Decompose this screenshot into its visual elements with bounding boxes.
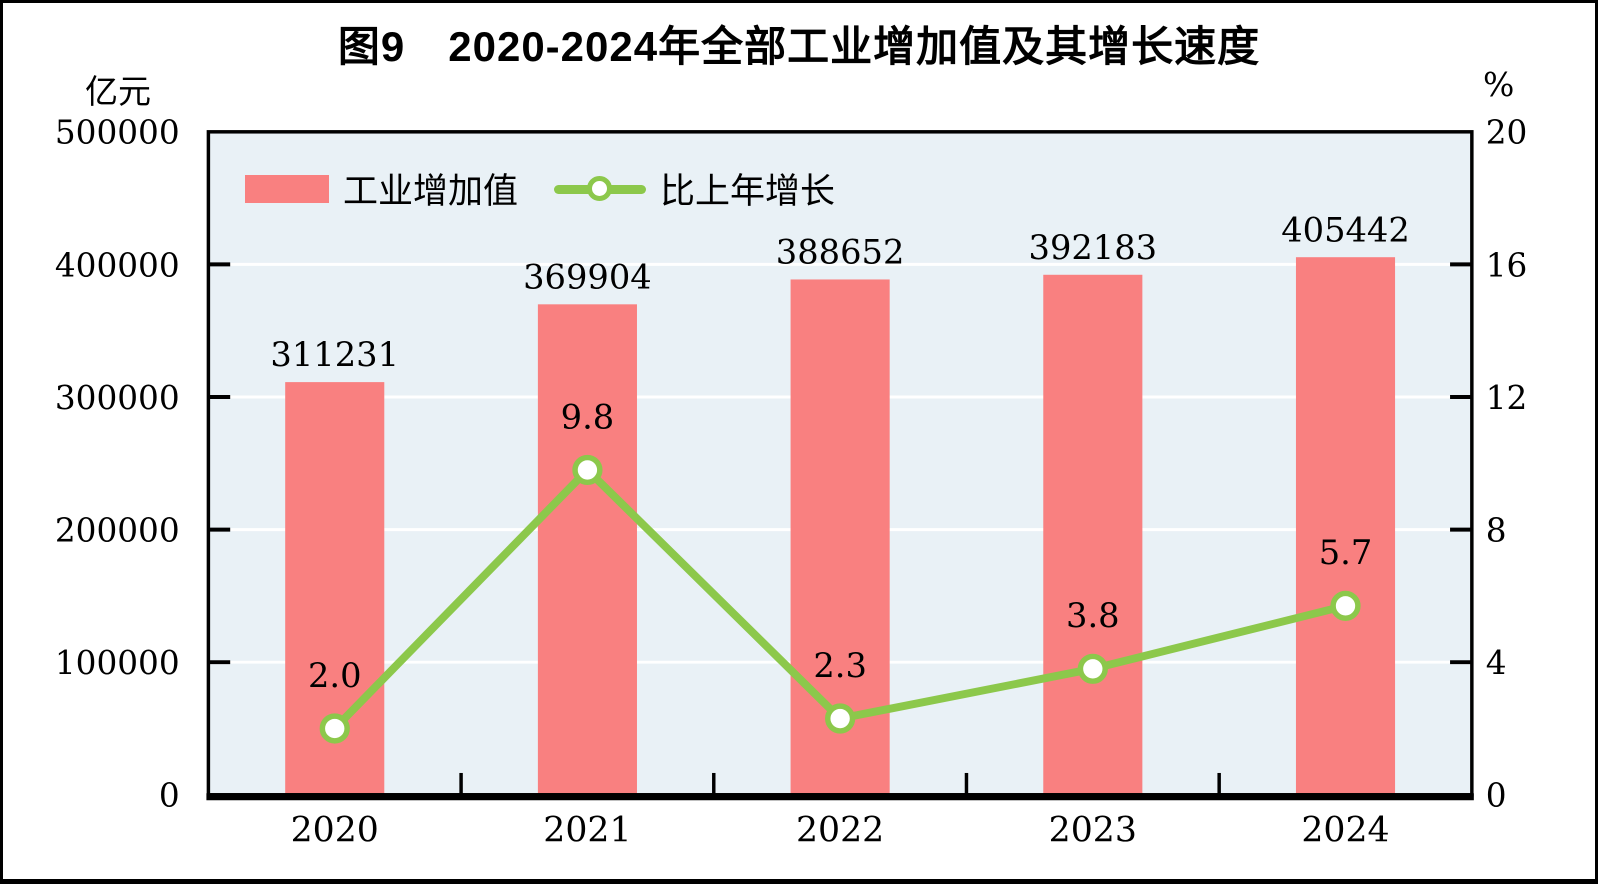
growth-value-label: 2.0: [308, 656, 362, 695]
legend-line-marker-icon: [587, 175, 613, 201]
bar-value-label: 405442: [1281, 210, 1410, 249]
right-axis-tick-label: 20: [1486, 114, 1528, 152]
left-axis-tick-label: 500000: [55, 114, 180, 152]
x-axis-label: 2024: [1301, 810, 1389, 850]
bar-value-label: 392183: [1029, 228, 1158, 267]
growth-value-label: 5.7: [1319, 533, 1373, 572]
bar-2024: [1295, 257, 1396, 795]
bar-value-label: 311231: [270, 335, 399, 374]
right-axis-tick-label: 16: [1486, 246, 1528, 284]
legend-bar-label: 工业增加值: [343, 172, 519, 212]
left-axis-tick-label: 0: [159, 777, 180, 815]
left-axis-tick-label: 400000: [55, 246, 180, 284]
right-axis-tick-label: 8: [1486, 511, 1507, 549]
bar-2023: [1043, 274, 1143, 795]
growth-value-label: 3.8: [1066, 596, 1120, 635]
x-axis-label: 2020: [291, 810, 379, 850]
growth-marker-2020: [319, 713, 350, 744]
bar-value-label: 388652: [776, 233, 905, 272]
growth-marker-2024: [1330, 590, 1361, 621]
bar-2021: [537, 304, 637, 795]
x-axis-label: 2023: [1049, 810, 1137, 850]
legend-bar-swatch: [245, 174, 329, 203]
right-axis-unit: %: [1483, 65, 1515, 104]
growth-value-label: 9.8: [561, 397, 615, 436]
x-axis-label: 2021: [543, 810, 631, 850]
left-axis-tick-label: 100000: [55, 644, 180, 682]
x-axis-label: 2022: [796, 810, 884, 850]
growth-value-label: 2.3: [813, 646, 867, 685]
left-axis-unit: 亿元: [85, 72, 151, 111]
left-axis-tick-label: 200000: [55, 511, 180, 549]
right-axis-tick-label: 12: [1486, 379, 1528, 417]
bar-value-label: 369904: [523, 257, 652, 296]
legend-line-swatch: [554, 175, 647, 202]
chart-title: 图9 2020-2024年全部工业增加值及其增长速度: [337, 23, 1261, 70]
growth-marker-2022: [825, 703, 856, 734]
growth-marker-2021: [572, 454, 603, 486]
left-axis-tick-label: 300000: [55, 379, 180, 417]
chart-canvas: 311231 369904 388652 392183 405442 2.0 9.8 2.3 3…: [55, 114, 1528, 851]
legend: 工业增加值 比上年增长: [245, 163, 835, 214]
legend-line-label: 比上年增长: [660, 172, 836, 212]
growth-marker-2023: [1077, 653, 1108, 684]
right-axis-tick-label: 0: [1486, 777, 1507, 815]
right-axis-tick-label: 4: [1486, 644, 1507, 682]
